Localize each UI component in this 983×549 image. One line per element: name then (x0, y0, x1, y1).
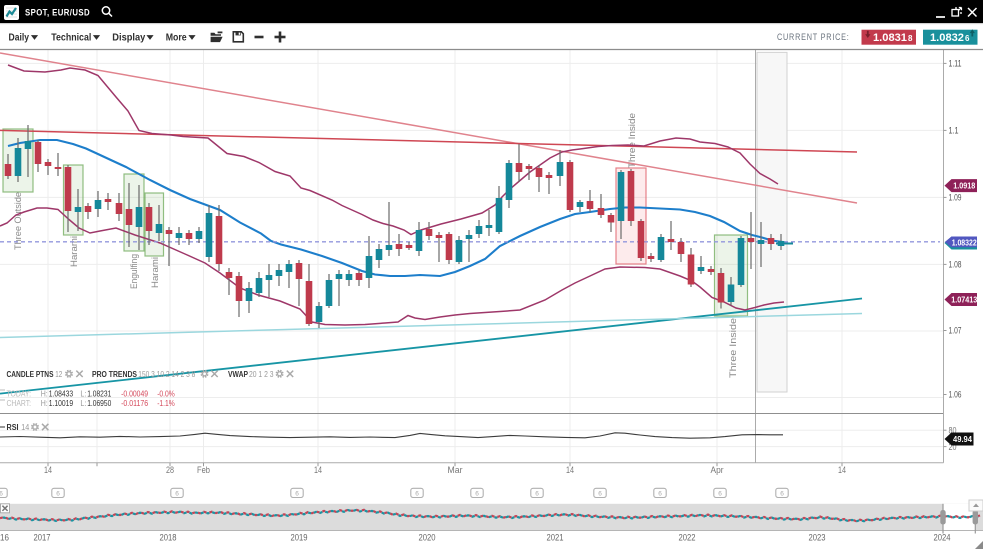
svg-text:L:: L: (80, 389, 86, 399)
svg-text:1.06950: 1.06950 (87, 398, 111, 408)
svg-text:1.08231: 1.08231 (87, 389, 111, 399)
svg-text:14: 14 (314, 465, 322, 476)
svg-text:TODAY:: TODAY: (7, 389, 32, 399)
svg-text:6: 6 (535, 490, 539, 497)
svg-text:1.0918: 1.0918 (953, 181, 976, 190)
svg-text:CANDLE PTNS: CANDLE PTNS (7, 369, 54, 379)
svg-text:CHART:: CHART: (7, 398, 32, 408)
svg-text:PRO TRENDS: PRO TRENDS (92, 369, 137, 379)
svg-text:14: 14 (838, 465, 846, 476)
svg-text:1.08: 1.08 (949, 260, 962, 270)
svg-text:1.07: 1.07 (949, 326, 962, 336)
svg-text:-0.0%: -0.0% (157, 389, 175, 399)
svg-text:2017: 2017 (34, 533, 51, 543)
svg-text:1.08322: 1.08322 (952, 239, 978, 248)
svg-text:L:: L: (80, 398, 86, 408)
svg-text:12: 12 (55, 369, 62, 379)
svg-text:H:: H: (41, 398, 48, 408)
svg-text:2023: 2023 (809, 533, 826, 543)
svg-text:-0.01176: -0.01176 (121, 398, 148, 408)
svg-text:Display: Display (112, 32, 145, 44)
svg-text:6: 6 (475, 490, 479, 497)
svg-text:1.1: 1.1 (949, 126, 959, 136)
svg-text:1.0832: 1.0832 (930, 32, 964, 44)
svg-text:H:: H: (41, 389, 48, 399)
svg-text:1.0831: 1.0831 (873, 32, 907, 44)
svg-text:2021: 2021 (547, 533, 564, 543)
svg-text:2020: 2020 (419, 533, 436, 543)
svg-text:6: 6 (718, 490, 722, 497)
svg-text:14: 14 (44, 465, 52, 476)
svg-text:6: 6 (965, 34, 970, 43)
svg-text:Mar: Mar (448, 465, 463, 476)
svg-text:Three Inside: Three Inside (728, 318, 738, 378)
svg-text:6: 6 (658, 490, 662, 497)
svg-text:Harami: Harami (150, 257, 160, 288)
svg-text:-1.1%: -1.1% (157, 398, 175, 408)
svg-text:6: 6 (415, 490, 419, 497)
svg-text:-0.00049: -0.00049 (121, 389, 148, 399)
svg-text:20 1 2 3: 20 1 2 3 (249, 369, 274, 379)
svg-text:RSI: RSI (7, 422, 19, 432)
svg-text:1.07413: 1.07413 (951, 295, 978, 304)
svg-text:2019: 2019 (291, 533, 308, 543)
svg-text:More: More (166, 32, 187, 44)
svg-text:80: 80 (949, 425, 957, 435)
svg-text:1.10019: 1.10019 (49, 398, 74, 408)
svg-text:CURRENT PRICE:: CURRENT PRICE: (777, 32, 850, 42)
svg-text:VWAP: VWAP (228, 369, 248, 379)
svg-text:1.11: 1.11 (949, 59, 962, 69)
svg-text:6: 6 (175, 490, 179, 497)
svg-text:2022: 2022 (679, 533, 696, 543)
svg-text:16: 16 (0, 533, 9, 543)
svg-text:49.94: 49.94 (953, 435, 973, 444)
svg-text:6: 6 (295, 490, 299, 497)
svg-text:14: 14 (21, 422, 29, 432)
svg-text:Apr: Apr (711, 465, 724, 476)
svg-text:14: 14 (566, 465, 574, 476)
svg-text:1.08433: 1.08433 (49, 389, 74, 399)
svg-text:2024: 2024 (934, 533, 951, 543)
svg-text:28: 28 (166, 465, 174, 476)
svg-text:Three Outside: Three Outside (13, 192, 23, 250)
svg-text:2018: 2018 (160, 533, 177, 543)
svg-text:1.06: 1.06 (949, 390, 962, 400)
svg-text:Technical: Technical (51, 32, 91, 44)
svg-text:Feb: Feb (197, 465, 210, 476)
svg-text:8: 8 (908, 34, 913, 43)
svg-text:150 3 10 2 14 2 3 8: 150 3 10 2 14 2 3 8 (138, 369, 195, 379)
svg-text:Three Inside: Three Inside (627, 113, 637, 168)
svg-text:6: 6 (0, 490, 3, 497)
svg-text:6: 6 (780, 490, 784, 497)
svg-text:Daily: Daily (9, 32, 30, 44)
svg-text:Harami: Harami (69, 236, 79, 267)
svg-text:6: 6 (56, 490, 60, 497)
svg-text:1.09: 1.09 (949, 193, 962, 203)
svg-text:SPOT, EUR/USD: SPOT, EUR/USD (25, 8, 90, 19)
svg-text:6: 6 (598, 490, 602, 497)
svg-text:20: 20 (949, 442, 957, 452)
svg-text:Engulfing: Engulfing (129, 254, 139, 289)
